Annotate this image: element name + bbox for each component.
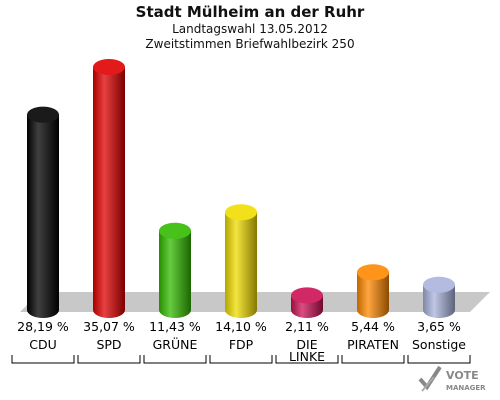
chart-subtitle-district: Zweitstimmen Briefwahlbezirk 250	[145, 37, 355, 51]
logo-text-manager: MANAGER	[446, 384, 486, 392]
category-bracket	[407, 355, 471, 364]
bar-top-die-linke	[291, 287, 323, 304]
category-label: GRÜNE	[153, 336, 198, 352]
value-label: 11,43 %	[149, 319, 201, 334]
category-bracket	[143, 355, 207, 364]
bar-top-piraten	[357, 264, 389, 281]
logo-text-vote: VOTE	[446, 369, 479, 382]
chart-title: Stadt Mülheim an der Ruhr	[135, 3, 365, 21]
category-label: SPD	[96, 337, 121, 352]
vote-manager-logo: VOTE MANAGER	[418, 365, 486, 392]
category-label: FDP	[229, 337, 254, 352]
value-label: 5,44 %	[351, 319, 395, 334]
category-label: PIRATEN	[347, 337, 399, 352]
category-label: DIE	[296, 337, 317, 352]
bar-top-sonstige	[423, 276, 455, 293]
chart-subtitle-election: Landtagswahl 13.05.2012	[172, 22, 328, 36]
vote-manager-check-icon	[418, 365, 442, 392]
bar-sonstige	[423, 284, 455, 318]
bar-piraten	[357, 272, 389, 318]
category-bracket	[341, 355, 405, 364]
bar-spd	[93, 67, 125, 318]
bar-top-grüne	[159, 222, 191, 239]
bar-fdp	[225, 212, 257, 318]
value-label: 2,11 %	[285, 319, 329, 334]
value-label: 3,65 %	[417, 319, 461, 334]
bar-top-fdp	[225, 204, 257, 221]
value-label: 14,10 %	[215, 319, 267, 334]
bar-cdu	[27, 114, 59, 319]
bar-top-cdu	[27, 106, 59, 123]
category-bracket	[209, 355, 273, 364]
category-label: LINKE	[289, 349, 325, 364]
bar-top-spd	[93, 59, 125, 75]
value-label: 35,07 %	[83, 319, 135, 334]
category-label: Sonstige	[412, 337, 466, 352]
category-bracket	[275, 355, 339, 364]
value-label: 28,19 %	[17, 319, 69, 334]
category-bracket	[11, 355, 75, 364]
category-label: CDU	[29, 337, 57, 352]
bar-grüne	[159, 230, 191, 318]
category-bracket	[77, 355, 141, 364]
